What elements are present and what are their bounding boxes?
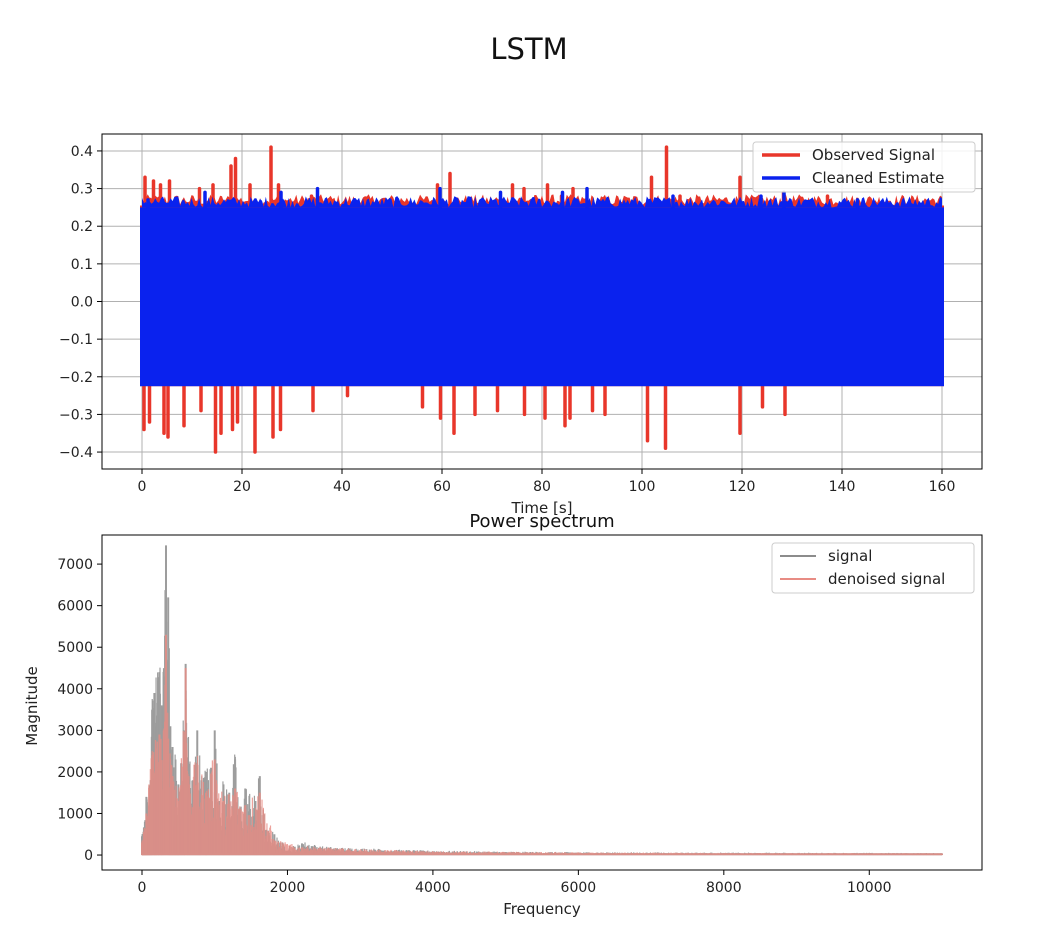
power-spectrum-y-tick-label: 5000 — [57, 640, 93, 656]
power-spectrum-x-tick-label: 2000 — [270, 880, 306, 896]
time-series-y-tick-label: −0.1 — [59, 332, 93, 348]
time-series-y-tick-label: 0.0 — [71, 295, 93, 311]
power-spectrum-y-axis-label: Magnitude — [23, 666, 41, 745]
time-series-x-tick-label: 0 — [138, 479, 147, 495]
time-series-x-tick-label: 80 — [533, 479, 551, 495]
time-series-legend-box — [752, 141, 976, 193]
time-series-y-tick-label: −0.3 — [59, 407, 93, 423]
time-series-x-tick-label: 20 — [233, 479, 251, 495]
time-series-y-tick-label: 0.2 — [71, 219, 93, 235]
time-series-x-tick-label: 120 — [729, 479, 756, 495]
time-series-x-tick-label: 140 — [829, 479, 856, 495]
power-spectrum-y-tick-label: 6000 — [57, 599, 93, 615]
time-series-legend: Observed Signal Cleaned Estimate — [752, 141, 976, 193]
cleaned-estimate-series — [140, 186, 944, 387]
time-series-y-tick-label: −0.4 — [59, 445, 93, 461]
legend-observed-signal-label: Observed Signal — [812, 146, 935, 164]
power-spectrum-x-tick-label: 0 — [138, 880, 147, 896]
power-spectrum-x-tick-label: 4000 — [415, 880, 451, 896]
power-spectrum-y-tick-label: 0 — [84, 848, 93, 864]
power-spectrum-x-tick-label: 8000 — [706, 880, 742, 896]
power-spectrum-y-tick-label: 4000 — [57, 682, 93, 698]
time-series-x-tick-label: 160 — [929, 479, 956, 495]
power-spectrum-legend-box — [771, 542, 975, 594]
power-spectrum-plot-frame — [101, 534, 983, 871]
time-series-data — [140, 145, 944, 454]
time-series-axes: 0 20 40 60 80 100 120 140 160 0.4 0.3 0.2 0.1 0.0 −0.… — [59, 133, 983, 517]
power-spectrum-x-tick-label: 6000 — [561, 880, 597, 896]
time-series-y-tick-label: −0.2 — [59, 370, 93, 386]
power-spectrum-y-tick-label: 1000 — [57, 806, 93, 822]
time-series-y-tick-label: 0.3 — [71, 182, 93, 198]
power-spectrum-title: Power spectrum — [469, 511, 614, 532]
time-series-x-ticks: 0 20 40 60 80 100 120 140 160 — [138, 469, 956, 495]
power-spectrum-y-tick-label: 2000 — [57, 765, 93, 781]
power-spectrum-x-tick-label: 10000 — [847, 880, 892, 896]
signal-envelope — [140, 207, 944, 387]
time-series-y-tick-label: 0.1 — [71, 257, 93, 273]
legend-denoised-signal-label: denoised signal — [828, 570, 945, 588]
time-series-y-tick-label: 0.4 — [71, 144, 93, 160]
legend-signal-label: signal — [828, 547, 872, 565]
legend-cleaned-estimate-label: Cleaned Estimate — [812, 169, 944, 187]
time-series-y-ticks: 0.4 0.3 0.2 0.1 0.0 −0.1 −0.2 −0.3 −0.4 — [59, 144, 102, 461]
time-series-x-tick-label: 40 — [333, 479, 351, 495]
time-series-x-tick-label: 100 — [629, 479, 656, 495]
power-spectrum-legend: signal denoised signal — [771, 542, 975, 594]
power-spectrum-x-axis-label: Frequency — [503, 900, 581, 918]
denoised-spectrum-series — [141, 634, 943, 856]
power-spectrum-data — [141, 545, 943, 856]
signal-envelope-jitter — [142, 194, 942, 206]
figure-suptitle: LSTM — [490, 32, 567, 66]
power-spectrum-axes: Power spectrum 0 2000 4000 6000 8000 10000 0 1… — [23, 511, 983, 918]
time-series-x-axis-label: Time [s] — [511, 499, 573, 517]
power-spectrum-x-ticks: 0 2000 4000 6000 8000 10000 — [138, 870, 892, 896]
power-spectrum-y-tick-label: 7000 — [57, 557, 93, 573]
signal-envelope-jitter — [142, 196, 942, 208]
power-spectrum-y-ticks: 0 1000 2000 3000 4000 5000 6000 7000 — [57, 557, 102, 864]
time-series-x-tick-label: 60 — [433, 479, 451, 495]
power-spectrum-y-tick-label: 3000 — [57, 723, 93, 739]
